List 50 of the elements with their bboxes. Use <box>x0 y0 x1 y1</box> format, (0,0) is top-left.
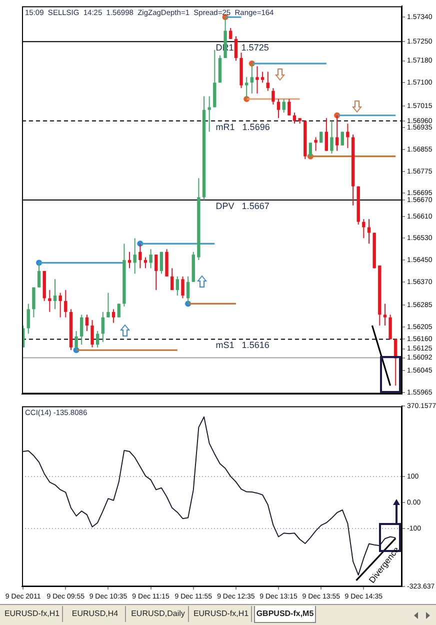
text: EURUSD-fx,H1 <box>191 606 252 622</box>
candlestick <box>314 136 318 152</box>
candlestick <box>133 238 136 274</box>
text: EURUSD,H4 <box>65 606 126 622</box>
candlestick <box>181 276 184 299</box>
candlestick <box>256 66 259 94</box>
candlestick <box>170 268 174 291</box>
ref-line-label: mS1 1.5616 <box>216 340 270 350</box>
candlestick <box>101 311 104 342</box>
text: EURUSD-fx,H1 <box>2 606 63 622</box>
candlestick <box>276 98 280 119</box>
candlestick <box>85 314 89 332</box>
candlestick <box>53 278 57 310</box>
candlestick <box>160 251 164 274</box>
candlestick <box>346 123 350 149</box>
candlestick <box>149 248 152 269</box>
candlestick <box>48 290 52 312</box>
candlestick <box>128 251 132 269</box>
candlestick <box>58 292 62 318</box>
candlestick <box>208 96 211 132</box>
candlestick <box>117 303 120 318</box>
candlestick <box>288 98 291 116</box>
candlestick <box>112 308 116 324</box>
candlestick <box>80 314 84 346</box>
candlestick <box>96 330 100 348</box>
candlestick <box>367 218 371 244</box>
candlestick <box>32 286 36 318</box>
text: EURUSD,Daily <box>128 606 189 622</box>
candlestick <box>340 131 344 146</box>
candlestick <box>234 36 238 62</box>
candlestick <box>292 112 296 124</box>
candlestick <box>64 290 68 318</box>
ref-line-label: DPV 1.5667 <box>216 200 270 211</box>
candlestick <box>362 218 366 239</box>
candlestick <box>383 303 387 326</box>
candlestick <box>176 276 180 296</box>
candlestick <box>324 118 328 152</box>
candlestick <box>90 320 94 348</box>
candlestick <box>260 71 264 84</box>
candlestick <box>229 28 232 40</box>
candlestick <box>272 88 275 105</box>
candlestick <box>144 256 148 269</box>
candlestick <box>154 254 158 291</box>
candlestick <box>26 303 30 334</box>
candlestick <box>106 292 110 318</box>
candlestick <box>330 120 334 154</box>
ref-line-label: mR1 1.5696 <box>216 122 270 132</box>
candlestick <box>282 98 286 114</box>
candlestick <box>266 71 270 92</box>
candlestick <box>388 314 392 340</box>
